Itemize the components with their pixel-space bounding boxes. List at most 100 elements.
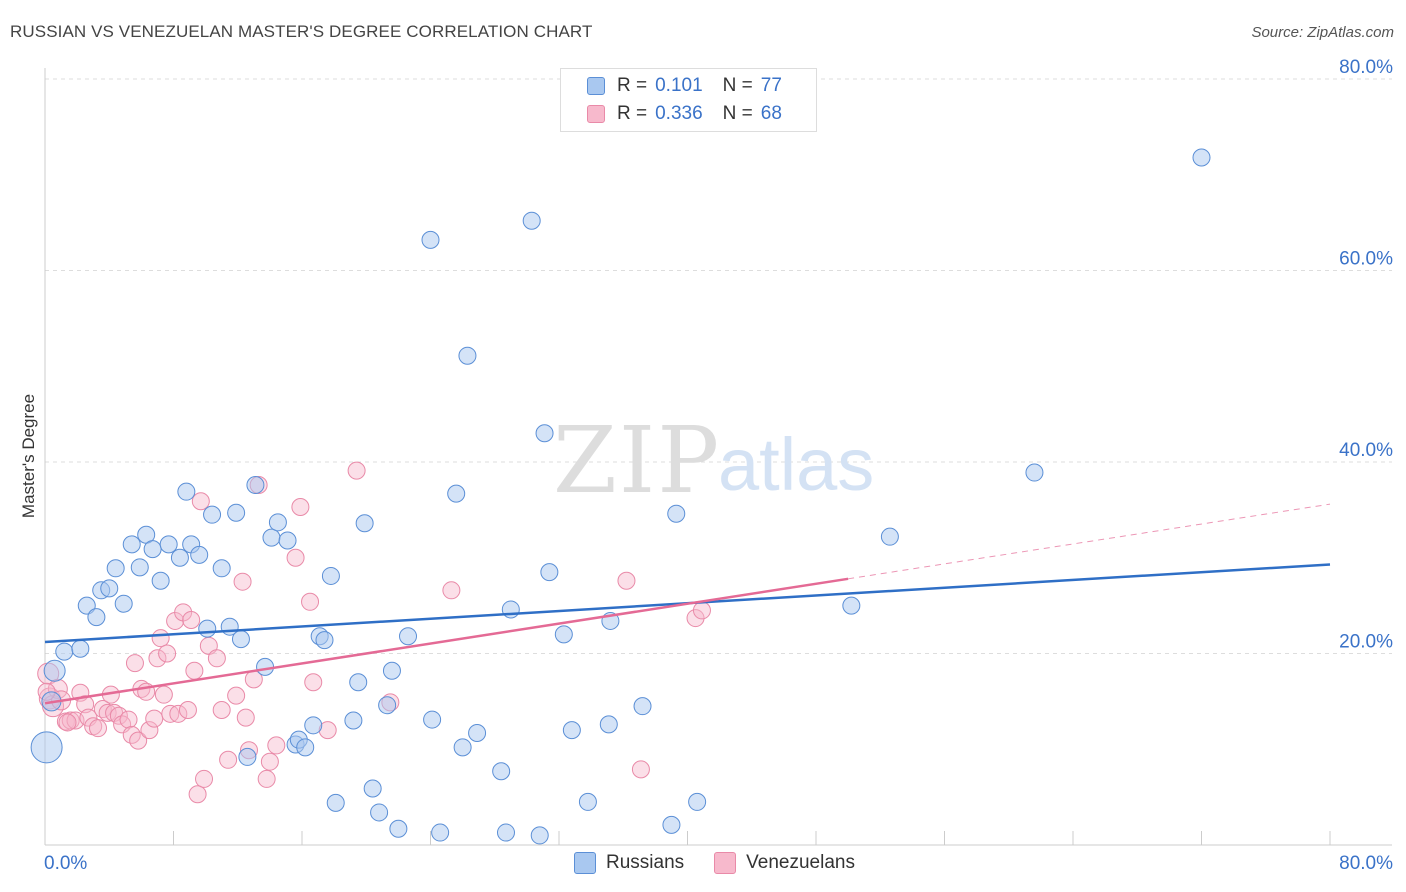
russians-point bbox=[842, 596, 861, 615]
x-tick-label: 0.0% bbox=[44, 853, 87, 874]
russians-point bbox=[492, 762, 511, 781]
venezuelans-point bbox=[304, 673, 323, 692]
russians-point bbox=[315, 631, 334, 650]
russians-point bbox=[688, 792, 707, 811]
venezuelans-point bbox=[236, 708, 255, 727]
venezuelans-point bbox=[182, 610, 201, 629]
russians-point bbox=[355, 514, 374, 533]
russians-point bbox=[453, 738, 472, 757]
russians-point bbox=[130, 558, 149, 577]
venezuelans-point bbox=[260, 752, 279, 771]
x-tick-label: 80.0% bbox=[1339, 853, 1393, 874]
watermark-atlas: atlas bbox=[718, 423, 874, 506]
russians-point bbox=[326, 793, 345, 812]
venezuelans-point bbox=[58, 713, 77, 732]
russians-point bbox=[159, 535, 178, 554]
russians-point bbox=[578, 792, 597, 811]
venezuelans-point bbox=[631, 760, 650, 779]
russians-point bbox=[667, 504, 686, 523]
venezuelans-point bbox=[154, 685, 173, 704]
venezuelans-point bbox=[227, 686, 246, 705]
legend-label-russians: Russians bbox=[606, 852, 685, 873]
venezuelans-point bbox=[257, 769, 276, 788]
russians-point bbox=[304, 716, 323, 735]
russians-point bbox=[177, 482, 196, 501]
russians-swatch bbox=[587, 77, 605, 95]
russians-point bbox=[468, 723, 487, 742]
venezuelans-point bbox=[195, 769, 214, 788]
venezuelans-point bbox=[267, 736, 286, 755]
russians-point bbox=[458, 346, 477, 365]
y-tick-label: 40.0% bbox=[1339, 440, 1393, 461]
russians-point bbox=[522, 211, 541, 230]
russians-point bbox=[30, 731, 63, 764]
russians-point bbox=[122, 535, 141, 554]
russians-point bbox=[106, 559, 125, 578]
axes bbox=[44, 68, 1392, 846]
russians-point bbox=[423, 710, 442, 729]
venezuelans-point bbox=[119, 710, 138, 729]
russians-point bbox=[399, 627, 418, 646]
y-tick-label: 80.0% bbox=[1339, 57, 1393, 78]
russians-point bbox=[170, 548, 189, 567]
russians-point bbox=[349, 673, 368, 692]
watermark-zip: ZIP bbox=[553, 407, 721, 514]
venezuelans-point bbox=[169, 704, 188, 723]
russians-point bbox=[212, 559, 231, 578]
russians-point bbox=[268, 513, 287, 532]
russians-point bbox=[231, 630, 250, 649]
russians-point bbox=[496, 823, 515, 842]
russians-point bbox=[554, 625, 573, 644]
chart-title: RUSSIAN VS VENEZUELAN MASTER'S DEGREE CO… bbox=[10, 22, 593, 41]
russians-point bbox=[363, 779, 382, 798]
y-axis-label: Master's Degree bbox=[19, 394, 38, 518]
russians-point bbox=[71, 639, 90, 658]
legend-row-russians: R = 0.101 N = 77 bbox=[587, 73, 802, 99]
russians-point bbox=[114, 594, 133, 613]
russians-point bbox=[633, 697, 652, 716]
russians-point bbox=[447, 484, 466, 503]
legend-n-label: N = bbox=[722, 75, 753, 96]
venezuelans-point bbox=[347, 461, 366, 480]
venezuelans-point bbox=[61, 711, 80, 730]
y-tick-label: 60.0% bbox=[1339, 249, 1393, 270]
legend-item-russians[interactable]: Russians bbox=[574, 852, 684, 874]
venezuelans-point bbox=[145, 709, 164, 728]
russians-point bbox=[296, 738, 315, 757]
russians-point bbox=[530, 826, 549, 845]
legend-r-value: 0.101 bbox=[655, 75, 703, 96]
legend-item-venezuelans[interactable]: Venezuelans bbox=[714, 852, 855, 874]
venezuelans-point bbox=[185, 661, 204, 680]
russians-point bbox=[55, 642, 74, 661]
russians-point bbox=[1192, 148, 1211, 167]
series-legend: Russians Venezuelans bbox=[574, 852, 885, 874]
russians-point bbox=[238, 747, 257, 766]
russians-point bbox=[77, 596, 96, 615]
russians-point bbox=[278, 531, 297, 550]
russians-point bbox=[535, 424, 554, 443]
russians-point bbox=[662, 815, 681, 834]
watermark: ZIP atlas bbox=[553, 407, 874, 514]
russians-point bbox=[143, 540, 162, 559]
venezuelans-point bbox=[89, 719, 108, 738]
russians-points bbox=[30, 148, 1211, 845]
source-label: Source: ZipAtlas.com bbox=[1251, 24, 1394, 41]
venezuelans-point bbox=[191, 492, 210, 511]
trend-lines bbox=[44, 503, 1331, 705]
russians-swatch bbox=[574, 852, 596, 874]
russians-point bbox=[389, 819, 408, 838]
legend-n-value: 77 bbox=[760, 75, 782, 96]
russians-point bbox=[599, 715, 618, 734]
venezuelans-point bbox=[301, 592, 320, 611]
venezuelans-point bbox=[125, 654, 144, 673]
venezuelans-swatch bbox=[714, 852, 737, 874]
venezuelans-point bbox=[617, 571, 636, 590]
legend-n-label: N = bbox=[722, 103, 753, 124]
russians-point bbox=[256, 657, 275, 676]
russians-point bbox=[262, 528, 281, 547]
venezuelans-swatch bbox=[587, 105, 605, 123]
venezuelans-point bbox=[212, 700, 231, 719]
russians-point bbox=[321, 566, 340, 585]
russians-point bbox=[198, 619, 217, 638]
